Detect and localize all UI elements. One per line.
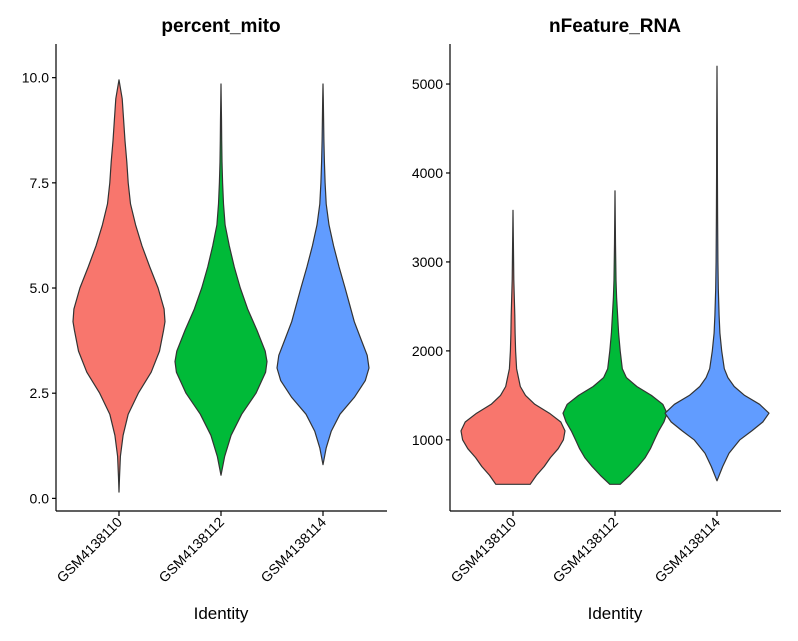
- x-ticks: GSM4138110 GSM4138112 GSM4138114: [447, 511, 723, 585]
- y-tick-label: 7.5: [30, 175, 50, 191]
- x-tick-label: GSM4138112: [155, 514, 227, 586]
- x-ticks: GSM4138110 GSM4138112 GSM4138114: [53, 511, 329, 585]
- x-tick-label: GSM4138114: [257, 514, 329, 586]
- y-tick-label: 0.0: [30, 490, 50, 506]
- y-ticks: 1000 2000 3000 4000 5000: [412, 76, 450, 448]
- violin-gsm4138112: [562, 190, 668, 485]
- violin-gsm4138110: [72, 79, 166, 493]
- chart-title: nFeature_RNA: [549, 16, 681, 37]
- y-tick-label: 1000: [412, 432, 443, 448]
- panel-nfeature-rna: nFeature_RNA 1000 2000 3000 4000 5000 GSM413…: [412, 16, 781, 623]
- violin-gsm4138110: [460, 209, 566, 485]
- x-tick-label: GSM4138112: [549, 514, 621, 586]
- y-tick-label: 3000: [412, 254, 443, 270]
- chart-title: percent_mito: [161, 16, 280, 37]
- panel-percent-mito: percent_mito 0.0 2.5 5.0 7.5 10.0 GSM4138110…: [22, 16, 387, 623]
- x-tick-label: GSM4138110: [447, 514, 519, 586]
- y-tick-label: 10.0: [22, 70, 49, 86]
- violin-gsm4138114: [276, 83, 370, 466]
- violins: [460, 65, 770, 485]
- y-tick-label: 5000: [412, 76, 443, 92]
- y-tick-label: 5.0: [30, 280, 50, 296]
- x-axis-label: Identity: [588, 604, 643, 623]
- x-tick-label: GSM4138110: [53, 514, 125, 586]
- y-tick-label: 2000: [412, 343, 443, 359]
- x-axis-label: Identity: [194, 604, 249, 623]
- y-tick-label: 4000: [412, 165, 443, 181]
- x-tick-label: GSM4138114: [651, 514, 723, 586]
- violins: [72, 79, 370, 493]
- violin-gsm4138114: [664, 65, 770, 482]
- y-ticks: 0.0 2.5 5.0 7.5 10.0: [22, 70, 56, 506]
- violin-gsm4138112: [174, 83, 268, 476]
- y-tick-label: 2.5: [30, 385, 50, 401]
